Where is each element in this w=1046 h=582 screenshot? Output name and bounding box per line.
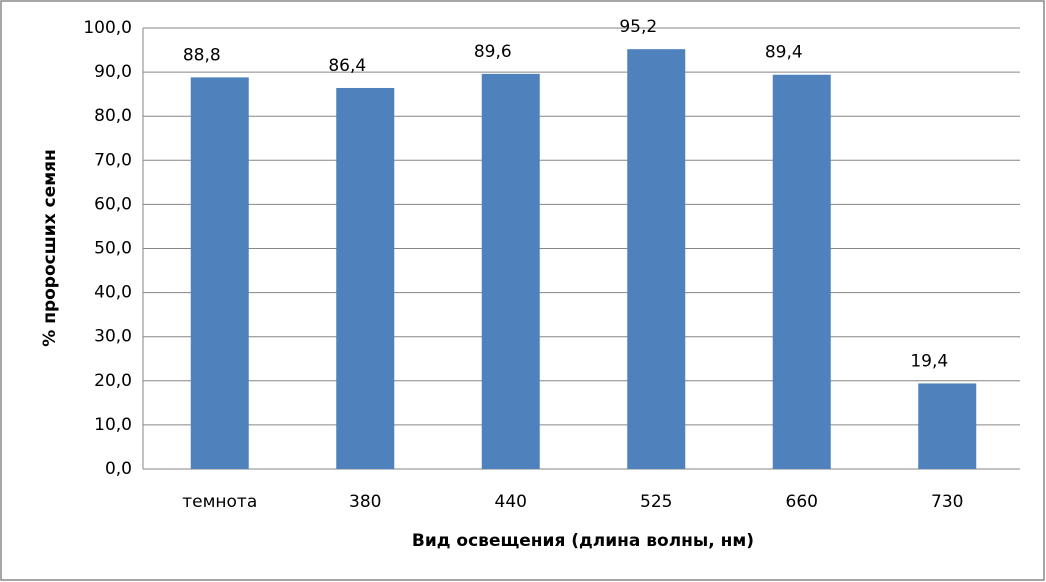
value-label: 95,2: [619, 17, 657, 37]
y-tick-label: 70,0: [94, 150, 132, 170]
x-tick-label: 525: [640, 492, 672, 512]
x-tick-label: 380: [349, 492, 381, 512]
value-label: 86,4: [328, 56, 366, 76]
x-tick-label: темнота: [182, 492, 257, 512]
y-tick-label: 10,0: [94, 415, 132, 435]
value-label: 19,4: [910, 351, 948, 371]
y-tick-label: 0,0: [105, 459, 132, 479]
y-tick-label: 100,0: [83, 18, 132, 38]
y-tick-label: 30,0: [94, 327, 132, 347]
bar: [772, 74, 831, 469]
bar: [481, 73, 540, 469]
x-axis-title: Вид освещения (длина волны, нм): [412, 531, 754, 551]
y-tick-label: 20,0: [94, 371, 132, 391]
x-tick-label: 730: [931, 492, 963, 512]
bar: [336, 87, 395, 469]
bar: [627, 49, 686, 469]
y-tick-label: 90,0: [94, 62, 132, 82]
y-tick-label: 80,0: [94, 106, 132, 126]
bar: [918, 383, 977, 469]
y-tick-label: 40,0: [94, 283, 132, 303]
bar: [190, 77, 249, 469]
value-label: 89,4: [765, 43, 803, 63]
value-label: 89,6: [474, 42, 512, 62]
y-tick-label: 60,0: [94, 194, 132, 214]
value-label: 88,8: [183, 45, 221, 65]
y-tick-label: 50,0: [94, 239, 132, 259]
y-axis-title: % проросших семян: [40, 149, 60, 346]
x-tick-label: 660: [786, 492, 818, 512]
x-tick-label: 440: [495, 492, 527, 512]
